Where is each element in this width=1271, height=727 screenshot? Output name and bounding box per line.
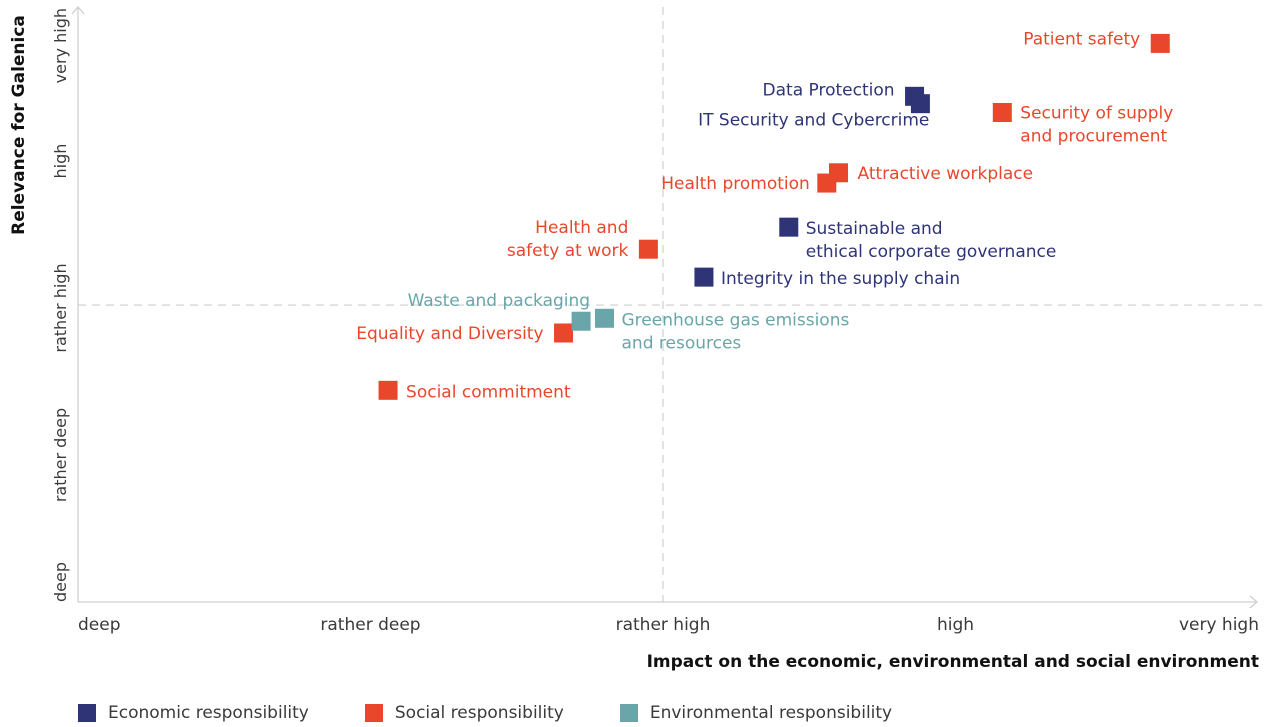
data-point-label: Patient safety [1023,29,1140,49]
legend-item-economic: Economic responsibility [78,703,309,723]
data-point-label: Sustainable and [806,219,943,239]
chart-legend: Economic responsibility Social responsib… [78,700,948,726]
y-tick-label: very high [51,8,70,83]
x-tick-label: rather deep [320,615,420,635]
data-point-label: and resources [622,333,742,353]
y-tick-label: rather high [51,263,70,352]
legend-label-economic: Economic responsibility [108,703,309,723]
legend-item-social: Social responsibility [364,703,564,723]
legend-swatch-economic [78,704,96,722]
legend-label-social: Social responsibility [394,703,564,723]
x-tick-label: deep [78,615,121,635]
legend-label-environmental: Environmental responsibility [649,703,893,723]
x-axis-arrow [1249,595,1258,609]
data-point-marker [554,323,574,343]
legend-item-environmental: Environmental responsibility [619,703,893,723]
data-point-label: safety at work [507,241,629,261]
legend-swatch-social [364,704,383,722]
data-point-marker [694,267,714,287]
y-tick-label: high [51,144,70,179]
data-point-label: Social commitment [406,382,571,402]
data-point-marker [638,239,658,259]
data-point-label: Health promotion [661,174,810,194]
legend-swatch-environmental [619,704,638,722]
data-point-marker [571,311,591,331]
x-tick-label: rather high [616,615,711,635]
data-point-label: Greenhouse gas emissions [622,310,850,330]
data-point-marker [378,380,398,400]
y-tick-label: rather deep [51,408,70,502]
y-axis-arrow [71,6,85,15]
y-axis-title: Relevance for Galenica [9,15,29,235]
data-point-label: Health and [535,218,628,238]
data-point-label: ethical corporate governance [806,242,1057,262]
data-point-marker [817,173,837,193]
x-tick-label: very high [1179,615,1259,635]
data-point-marker [595,308,614,328]
y-tick-label: deep [51,562,70,602]
data-point-label: IT Security and Cybercrime [698,111,929,131]
data-point-label: Waste and packaging [408,291,591,311]
data-point-marker [992,102,1012,122]
data-point-label: and procurement [1020,126,1167,146]
x-tick-label: high [937,615,974,635]
data-point-marker [1150,33,1170,53]
data-point-label: Data Protection [763,80,895,100]
data-point-label: Attractive workplace [858,164,1034,184]
data-point-label: Security of supply [1020,103,1173,123]
data-point-label: Integrity in the supply chain [721,269,960,289]
data-point-marker [910,94,930,114]
data-point-label: Equality and Diversity [356,324,543,344]
materiality-matrix-chart: deep rather deep rather high high very high d… [9,6,1268,672]
x-axis-title: Impact on the economic, environmental an… [647,652,1259,672]
data-point-marker [779,217,799,237]
